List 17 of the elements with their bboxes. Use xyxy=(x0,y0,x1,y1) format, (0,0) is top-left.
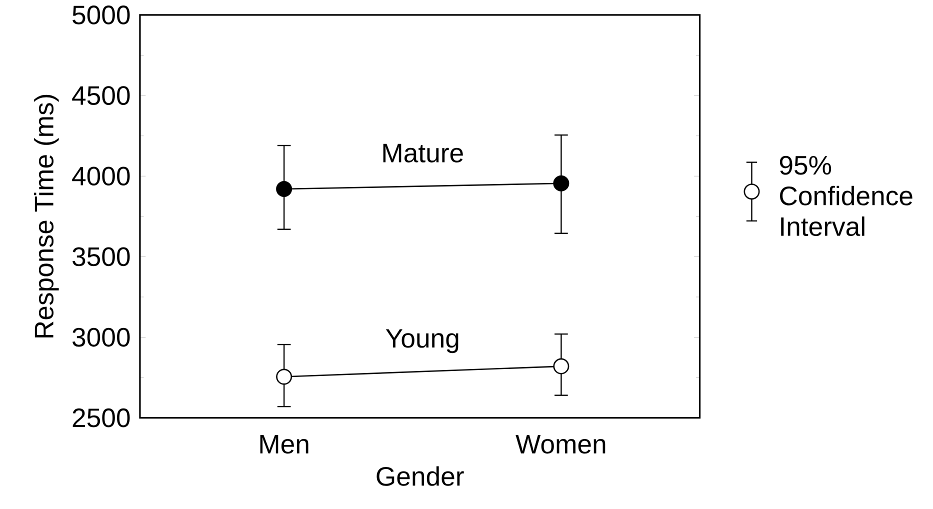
y-tick-label: 3000 xyxy=(72,328,130,347)
y-axis-title: Response Time (ms) xyxy=(34,95,59,338)
text: 95% Confidence Interval xyxy=(780,156,912,236)
point xyxy=(276,181,292,198)
y-tick-label: 4500 xyxy=(72,86,130,106)
x-tick-label: Men xyxy=(260,435,308,454)
point xyxy=(553,175,570,192)
series-label: Mature xyxy=(383,144,463,163)
series-label: Young xyxy=(386,329,458,354)
y-tick-label: 3500 xyxy=(72,247,130,266)
y-tick-label: 2500 xyxy=(72,408,130,428)
y-tick-label: 4000 xyxy=(72,166,130,186)
point xyxy=(553,358,570,374)
x-axis-title: Gender xyxy=(376,466,464,486)
y-tick-label: 5000 xyxy=(72,6,130,25)
point xyxy=(276,368,292,385)
x-tick-label: Women xyxy=(516,435,606,454)
